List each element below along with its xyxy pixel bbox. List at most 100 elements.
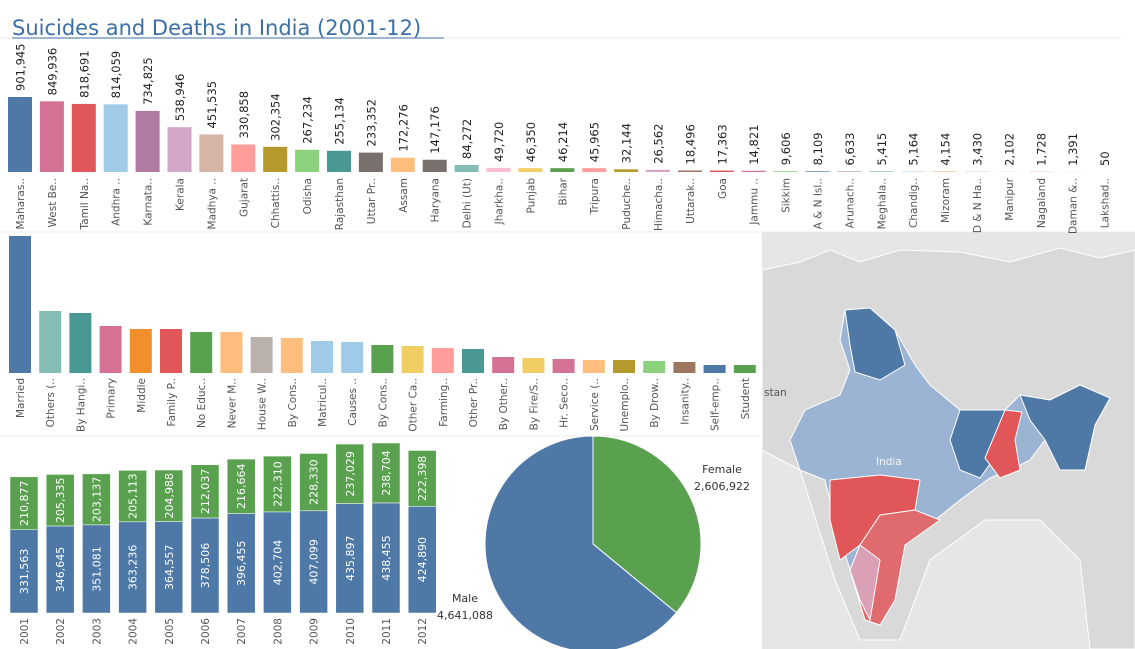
value-label: 147,176	[428, 106, 442, 154]
value-label: 438,455	[380, 535, 393, 581]
x-tick-label: Rajasthan	[334, 178, 346, 230]
x-tick-label: 2010	[345, 618, 357, 645]
bar-segment	[9, 476, 39, 531]
value-label: 814,059	[109, 51, 123, 99]
x-tick-label: Never M..	[226, 378, 238, 428]
value-label: 396,455	[235, 540, 248, 586]
x-tick-label: Tripura	[589, 178, 601, 215]
bar-segment	[118, 470, 147, 523]
value-label: 901,945	[14, 43, 28, 91]
value-label: 363,236	[127, 545, 140, 591]
x-tick-label: Service (..	[589, 378, 601, 431]
bar-segment	[407, 450, 437, 507]
bar-segment	[371, 442, 401, 504]
pie-slice	[484, 435, 678, 649]
map-state	[984, 409, 1023, 479]
bar-segment	[9, 529, 39, 614]
bar-segment	[190, 464, 220, 519]
bar	[71, 103, 96, 172]
value-label: 424,890	[416, 537, 429, 583]
x-tick-label: Daman &..	[1068, 178, 1080, 234]
slice-value: 2,606,922	[694, 480, 750, 493]
x-tick-label: Arunach..	[844, 178, 856, 228]
bar	[99, 326, 122, 373]
value-label: 203,137	[90, 477, 103, 523]
value-label: 222,398	[416, 456, 429, 502]
bar-segment	[263, 455, 292, 513]
bar	[160, 329, 182, 373]
x-tick-label: Goa	[717, 178, 729, 199]
value-label: 46,214	[556, 122, 570, 162]
bar	[837, 171, 862, 172]
value-label: 233,352	[364, 99, 378, 147]
value-label: 1,391	[1066, 133, 1080, 166]
bar-segment	[263, 511, 292, 614]
bar	[673, 362, 696, 373]
bar	[371, 345, 394, 373]
map: stan India	[761, 232, 1135, 649]
bar	[613, 360, 635, 373]
bar-segment	[335, 443, 365, 504]
x-tick-label: Maharas..	[15, 178, 27, 229]
x-tick-label: Mizoram	[940, 178, 952, 223]
bar	[773, 171, 798, 172]
x-tick-label: Delhi (Ut)	[462, 178, 474, 228]
value-label: 14,821	[747, 125, 761, 165]
value-label: 204,988	[163, 473, 176, 519]
x-tick-label: Karnata..	[143, 178, 155, 226]
value-label: 267,234	[301, 96, 315, 144]
x-tick-label: Chhattis..	[270, 178, 282, 228]
value-label: 205,113	[127, 473, 140, 519]
value-label: 212,037	[199, 469, 212, 515]
bar	[280, 338, 303, 373]
x-tick-label: House W..	[257, 378, 269, 430]
x-tick-label: Madhya ..	[206, 178, 218, 229]
value-label: 210,877	[18, 481, 31, 527]
value-label: 46,350	[524, 122, 538, 162]
x-tick-label: Manipur	[1004, 177, 1016, 220]
x-tick-label: Jammu ..	[749, 178, 761, 226]
bar	[462, 349, 484, 373]
value-label: 407,099	[308, 539, 321, 585]
bar	[295, 149, 320, 172]
slice-value: 4,641,088	[437, 609, 493, 622]
bar	[341, 342, 364, 373]
x-tick-label: Himacha..	[653, 178, 665, 231]
map-label: stan	[764, 387, 787, 399]
value-label: 18,496	[683, 124, 697, 164]
value-label: 364,557	[163, 544, 176, 590]
x-tick-label: Meghala..	[876, 178, 888, 229]
x-tick-label: Student	[740, 378, 752, 419]
value-label: 45,965	[588, 122, 602, 162]
x-tick-label: Middle	[136, 378, 148, 413]
x-tick-label: Insanity..	[679, 378, 691, 425]
slice-label: Male	[452, 592, 478, 605]
value-label: 8,109	[811, 132, 825, 165]
x-tick-label: Gujarat	[238, 178, 250, 217]
x-tick-label: Chandig..	[908, 178, 920, 228]
value-label: 331,563	[18, 549, 31, 595]
x-tick-label: Uttar Pr..	[366, 178, 378, 224]
x-tick-label: 2005	[164, 618, 176, 645]
bar	[231, 144, 256, 172]
bar	[9, 236, 31, 373]
bar-segment	[226, 458, 256, 514]
value-label: 238,704	[380, 450, 393, 496]
bar-segment	[299, 510, 328, 614]
x-tick-label: Primary	[106, 378, 118, 419]
value-label: 50	[1098, 151, 1112, 166]
x-tick-label: D & N Ha..	[972, 178, 984, 233]
bar-segment	[154, 469, 184, 522]
value-label: 2,102	[1002, 133, 1016, 166]
dashboard-title: Suicides and Deaths in India (2001-12)	[12, 16, 421, 40]
x-tick-label: Uttarak..	[685, 178, 697, 224]
bar-segment	[154, 521, 184, 614]
value-label: 32,144	[620, 123, 634, 163]
value-label: 330,858	[237, 91, 251, 139]
x-tick-label: Nagaland	[1036, 178, 1048, 228]
x-tick-label: Lakshad..	[1100, 178, 1112, 228]
value-label: 435,897	[344, 536, 357, 582]
map-state	[844, 307, 906, 381]
bar	[486, 167, 511, 172]
